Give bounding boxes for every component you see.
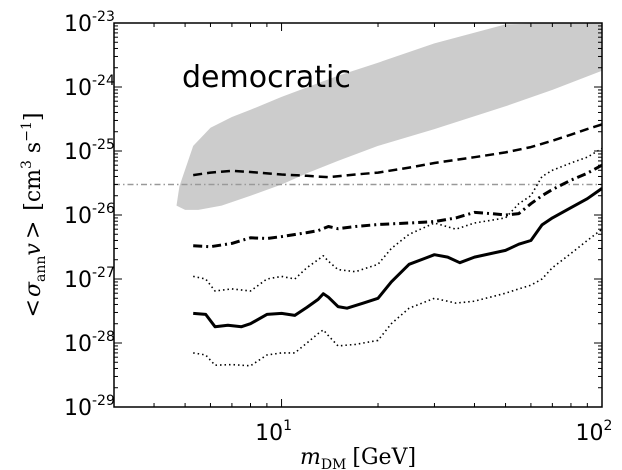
y-tick-label: 10-29 (64, 393, 115, 421)
y-axis-label-sigma: σ (21, 281, 46, 297)
y-tick-label: 10-25 (64, 137, 115, 165)
y-axis-label-unit-open: [cm (21, 169, 46, 211)
x-axis-label-unit: [GeV] (352, 445, 416, 470)
y-axis-label-unit-exp: 3 (19, 160, 35, 169)
band-layer (176, 23, 602, 210)
y-tick-label: 10-27 (64, 265, 115, 293)
y-axis-label-unit-exp2: −1 (19, 121, 35, 142)
y-tick-label: 10-28 (64, 329, 115, 357)
y-axis-label-unit-mid: s (21, 142, 46, 160)
series-layer (193, 123, 602, 367)
series-line-1-dashed (193, 123, 602, 179)
x-tick-label: 102 (576, 418, 613, 446)
y-axis-label-unit-close: ] (21, 113, 46, 122)
model-band (176, 23, 602, 210)
y-tick-label: 10-24 (64, 73, 115, 101)
tick-label-layer: 101 102 10-29 10-28 10-27 10-26 10-25 10-24 10-2… (64, 9, 612, 446)
series-line-3-solid (193, 187, 602, 329)
x-axis-label-sub: DM (321, 457, 347, 470)
series-line-4-dotted (193, 147, 602, 292)
panel-title: democratic (182, 60, 351, 95)
x-axis-label: mDM [GeV] (300, 445, 416, 470)
y-axis-label-open: < (21, 299, 46, 317)
x-axis-label-main: m (300, 445, 321, 470)
y-tick-label: 10-26 (64, 201, 115, 229)
y-axis-label-v: v (21, 243, 46, 256)
tick-layer (113, 23, 603, 408)
y-tick-label: 10-23 (64, 9, 115, 37)
y-axis-label-sub: ann (33, 256, 49, 282)
x-tick-label: 101 (255, 418, 292, 446)
y-axis-label-close: > (21, 221, 46, 239)
y-axis-label: < σannv > [cm3 s−1] (19, 113, 49, 318)
